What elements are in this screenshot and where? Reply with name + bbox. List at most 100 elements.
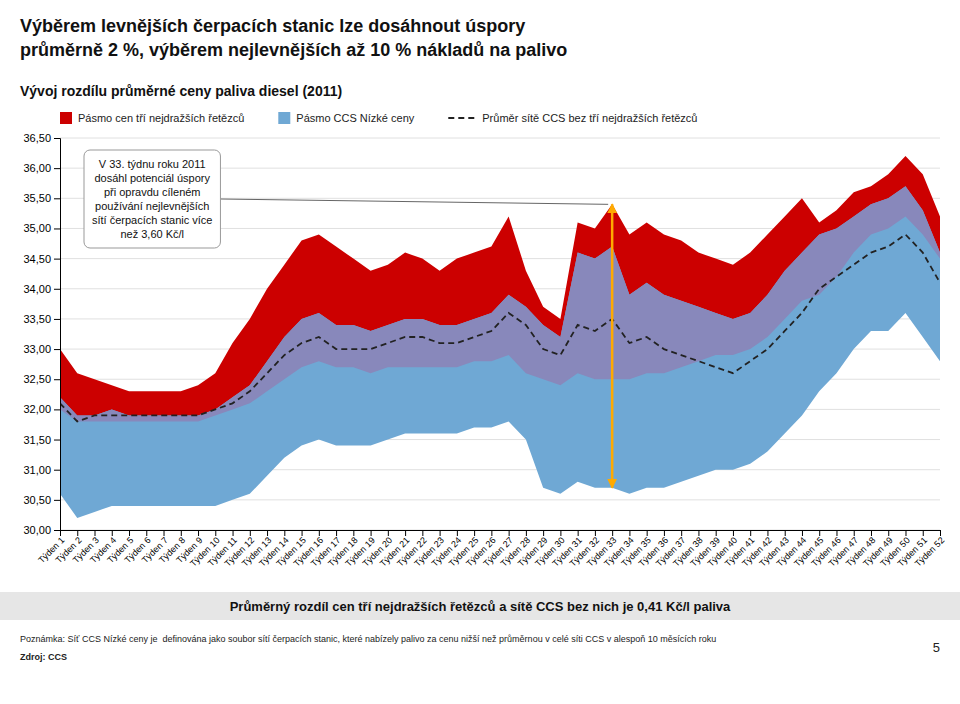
title-line: průměrně 2 %, výběrem nejlevnějších až 1… [20, 40, 567, 60]
y-tick: 33,00 [23, 343, 60, 355]
note: Poznámka: Síť CCS Nízké ceny je definová… [20, 634, 716, 644]
x-tick-mark [733, 530, 734, 536]
annotation-line: při opravdu cíleném [104, 186, 201, 198]
subtitle: Vývoj rozdílu průměrné ceny paliva diese… [20, 83, 342, 99]
y-tick-label: 33,00 [23, 343, 51, 355]
y-tick-label: 30,00 [23, 524, 51, 536]
chart-svg: Výběrem levnějších čerpacích stanic lze … [0, 0, 960, 704]
x-tick-mark [629, 530, 630, 536]
y-tick-mark [54, 379, 60, 380]
y-tick-mark [54, 409, 60, 410]
y-tick: 30,00 [23, 524, 60, 536]
y-tick-mark [54, 349, 60, 350]
x-tick-mark [405, 530, 406, 536]
x-tick-mark [526, 530, 527, 536]
y-tick-mark [54, 500, 60, 501]
x-tick-mark [716, 530, 717, 536]
y-tick-label: 31,00 [23, 464, 51, 476]
title: Výběrem levnějších čerpacích stanic lze … [20, 16, 567, 60]
y-axis: 30,00 30,50 31,00 31,50 32,00 32,50 33,00 33,50… [23, 132, 60, 536]
x-tick-mark [250, 530, 251, 536]
y-tick: 32,00 [23, 403, 60, 415]
x-tick-mark [422, 530, 423, 536]
annotation: V 33. týdnu roku 2011dosáhl potenciál ús… [84, 150, 608, 248]
x-tick-mark [940, 530, 941, 536]
x-tick-mark [854, 530, 855, 536]
annotation-line: používání nejlevnějších [95, 200, 209, 212]
y-tick: 35,50 [23, 192, 60, 204]
x-tick-mark [923, 530, 924, 536]
page-number: 5 [933, 640, 940, 655]
x-tick-mark [698, 530, 699, 536]
legend-swatch [60, 112, 72, 124]
legend-label: Průměr sítě CCS bez tří nejdražších řetě… [482, 112, 697, 124]
x-tick-mark [198, 530, 199, 536]
band [60, 186, 940, 421]
x-tick-mark [440, 530, 441, 536]
x-tick-mark [509, 530, 510, 536]
y-axis-line [54, 139, 61, 531]
x-tick-mark [491, 530, 492, 536]
y-tick: 34,00 [23, 283, 60, 295]
plot-area [60, 156, 940, 518]
x-tick-mark [543, 530, 544, 536]
x-tick-mark [267, 530, 268, 536]
annotation-connector [220, 199, 608, 204]
y-tick: 31,50 [23, 434, 60, 446]
x-tick-mark [388, 530, 389, 536]
line [60, 234, 940, 421]
x-tick-mark [164, 530, 165, 536]
x-tick-mark [457, 530, 458, 536]
annotation-line: dosáhl potenciál úspory [94, 172, 210, 184]
grid-line [60, 138, 940, 139]
y-tick: 36,00 [23, 162, 60, 174]
x-tick-mark [371, 530, 372, 536]
y-tick-mark [54, 228, 60, 229]
y-tick-label: 34,00 [23, 283, 51, 295]
x-tick-mark [802, 530, 803, 536]
y-tick-label: 31,50 [23, 434, 51, 446]
x-tick-mark [612, 530, 613, 536]
x-tick-mark [871, 530, 872, 536]
legend-item: Pásmo cen tří nejdražších řetězců [60, 112, 244, 124]
y-tick-mark [54, 289, 60, 290]
y-tick-label: 32,50 [23, 373, 51, 385]
y-tick-label: 36,00 [23, 162, 51, 174]
y-tick: 33,50 [23, 313, 60, 325]
x-tick-mark [95, 530, 96, 536]
x-tick-mark [836, 530, 837, 536]
y-tick-mark [54, 198, 60, 199]
chart-container: Výběrem levnějších čerpacích stanic lze … [0, 0, 960, 704]
annotation-box [84, 150, 220, 248]
x-tick-mark [595, 530, 596, 536]
x-tick: Týden 52 [913, 530, 947, 569]
annotation-arrow [611, 204, 614, 487]
x-tick-mark [319, 530, 320, 536]
y-tick-label: 33,50 [23, 313, 51, 325]
y-tick: 35,00 [23, 222, 60, 234]
y-tick-label: 36,50 [23, 132, 51, 144]
grid [60, 138, 940, 530]
y-tick-mark [54, 440, 60, 441]
y-tick-mark [54, 168, 60, 169]
x-tick-mark [905, 530, 906, 536]
x-tick-mark [474, 530, 475, 536]
x-tick-mark [181, 530, 182, 536]
legend: Pásmo cen tří nejdražších řetězců Pásmo C… [60, 112, 697, 124]
x-tick-mark [681, 530, 682, 536]
y-tick-mark [54, 138, 60, 139]
y-tick-mark [54, 319, 60, 320]
x-tick-mark [819, 530, 820, 536]
x-tick-mark [767, 530, 768, 536]
x-tick-mark [302, 530, 303, 536]
annotation-text: V 33. týdnu roku 2011dosáhl potenciál ús… [92, 158, 212, 240]
annotation-line: sítí čerpacích stanic více [92, 214, 212, 226]
y-tick-label: 30,50 [23, 494, 51, 506]
footer-banner [0, 592, 960, 620]
y-tick-label: 32,00 [23, 403, 51, 415]
legend-label: Pásmo cen tří nejdražších řetězců [78, 112, 244, 124]
y-tick-label: 35,50 [23, 192, 51, 204]
x-tick-mark [578, 530, 579, 536]
legend-item: Pásmo CCS Nízké ceny [278, 112, 414, 124]
legend-swatch [278, 112, 290, 124]
